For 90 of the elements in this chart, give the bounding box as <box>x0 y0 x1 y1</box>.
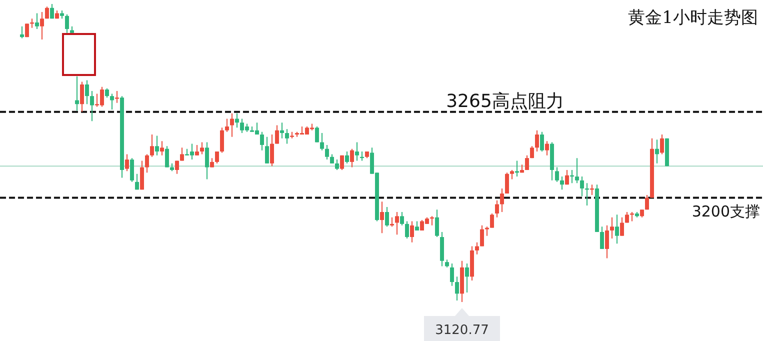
candlestick <box>660 134 664 155</box>
candlestick <box>475 242 479 255</box>
annotation: 3120.77 <box>435 323 489 338</box>
candlestick <box>115 90 119 104</box>
candlestick <box>435 209 439 238</box>
candlestick <box>330 154 334 164</box>
candlestick <box>200 142 204 155</box>
candlestick <box>110 93 114 110</box>
candlestick <box>655 139 659 164</box>
candlestick <box>75 76 79 112</box>
candlestick <box>450 263 454 286</box>
candlestick <box>195 144 199 156</box>
candlestick <box>20 26 24 39</box>
candlestick <box>555 166 559 182</box>
candlestick <box>265 136 269 164</box>
candlestick <box>385 206 389 228</box>
candlestick <box>235 112 239 128</box>
candlestick <box>455 276 459 302</box>
candlestick <box>270 134 274 167</box>
candlestick <box>275 124 279 144</box>
candlestick <box>610 216 614 240</box>
candlestick <box>135 173 139 190</box>
candlestick <box>155 135 159 156</box>
candlestick <box>320 132 324 151</box>
candlestick <box>645 194 649 210</box>
candlestick <box>325 144 329 160</box>
candlestick <box>615 214 619 244</box>
candlestick <box>35 12 39 30</box>
candlestick <box>140 160 144 190</box>
candlestick <box>410 220 414 243</box>
candlestick <box>65 14 69 34</box>
candlestick <box>230 112 234 138</box>
candlestick <box>160 140 164 156</box>
candlestick <box>405 220 409 240</box>
candlestick <box>525 154 529 170</box>
candlestick <box>355 142 359 162</box>
candlestick <box>605 224 609 259</box>
candlestick <box>540 131 544 152</box>
ref-line-label: 3200支撑 <box>692 202 760 221</box>
candlestick <box>210 158 214 168</box>
candlestick <box>510 169 514 180</box>
candlestick <box>105 88 109 98</box>
candlestick <box>575 158 579 184</box>
candlestick <box>490 212 494 228</box>
candlestick <box>145 154 149 174</box>
candlestick <box>350 148 354 168</box>
candlestick <box>220 127 224 154</box>
chart-title: 黄金1小时走势图 <box>628 8 758 28</box>
candlestick <box>495 200 499 218</box>
candlestick <box>315 126 319 143</box>
candlestick <box>380 201 384 234</box>
candlestick <box>50 4 54 20</box>
candlestick <box>175 160 179 174</box>
candlestick <box>90 90 94 122</box>
candlestick <box>345 151 349 164</box>
candlestick <box>505 172 509 194</box>
candlestick <box>205 142 209 180</box>
candlestick <box>390 216 394 228</box>
candlestick <box>280 122 284 139</box>
candlestick <box>395 212 399 236</box>
candlestick <box>150 134 154 158</box>
candlestick <box>130 158 134 182</box>
candlestick <box>415 220 419 231</box>
candlestick <box>180 147 184 162</box>
candlestick <box>285 128 289 144</box>
candlestick <box>560 176 564 190</box>
candlestick <box>565 169 569 186</box>
candlestick <box>600 226 604 250</box>
candlestick <box>500 188 504 213</box>
candlestick <box>260 131 264 151</box>
candlestick <box>85 80 89 105</box>
ref-line-label: 3265高点阻力 <box>446 90 564 112</box>
candlestick <box>580 176 584 197</box>
candlestick <box>480 224 484 247</box>
candlestick <box>620 216 624 236</box>
candlestick <box>80 81 84 112</box>
candlestick <box>125 154 129 172</box>
candlestick <box>165 146 169 168</box>
candlestick <box>515 160 519 178</box>
candlestick <box>485 226 489 236</box>
candlestick <box>400 212 404 226</box>
candlestick <box>465 263 469 293</box>
candlestick <box>440 231 444 267</box>
candlestick <box>40 12 44 40</box>
candlestick <box>215 151 219 164</box>
candlestick <box>225 118 229 132</box>
candlestick <box>535 130 539 152</box>
candlestick <box>545 140 549 156</box>
candlestick <box>335 159 339 170</box>
candlestick <box>340 154 344 170</box>
